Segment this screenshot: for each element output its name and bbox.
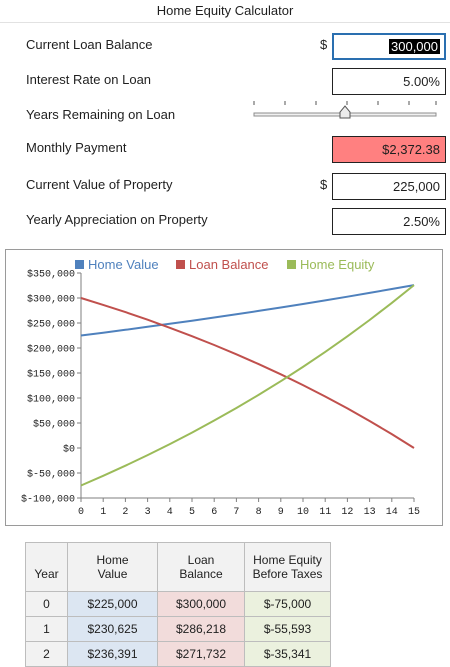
- table-header-cell: Loan: [157, 542, 245, 567]
- x-tick-label: 10: [297, 507, 309, 518]
- equity-chart: $-100,000 $-50,000 $0 $50,000 $100,000 $150,0…: [5, 249, 443, 526]
- monthly-payment-value: $2,372.38: [332, 136, 446, 163]
- y-tick-label: $-50,000: [27, 469, 75, 481]
- page-title: Home Equity Calculator: [156, 3, 294, 18]
- table-row: 1 $230,625 $286,218 $-55,593: [25, 616, 331, 642]
- x-tick-label: 13: [364, 507, 376, 518]
- slider-thumb[interactable]: [339, 105, 351, 119]
- appreciation-input[interactable]: 2.50%: [332, 208, 446, 235]
- y-tick-label: $0: [63, 444, 75, 456]
- loan-balance-cell: $286,218: [157, 616, 245, 642]
- series-line-home-value: [80, 284, 415, 337]
- x-tick-label: 4: [167, 507, 173, 518]
- y-tick-label: $100,000: [27, 394, 75, 406]
- loan-balance-cell: $271,732: [157, 641, 245, 667]
- legend-label-loan-balance: Loan Balance: [189, 257, 269, 272]
- table-header-cell: Home Equity: [244, 542, 331, 567]
- x-tick-label: 15: [408, 507, 420, 518]
- years-remaining-slider[interactable]: [252, 101, 438, 119]
- property-value-label: Current Value of Property: [26, 177, 173, 192]
- interest-rate-label: Interest Rate on Loan: [26, 72, 152, 87]
- x-tick-label: 5: [189, 507, 195, 518]
- property-value-input[interactable]: 225,000: [332, 173, 446, 200]
- y-tick-label: $50,000: [33, 419, 75, 431]
- table-header-cell: Balance: [157, 567, 245, 592]
- year-cell: 2: [25, 641, 68, 667]
- table-header-cell: Value: [67, 567, 158, 592]
- equity-cell: $-55,593: [244, 616, 331, 642]
- x-tick-label: 8: [256, 507, 262, 518]
- x-tick-label: 11: [319, 507, 331, 518]
- loan-balance-currency: $: [320, 37, 328, 52]
- y-tick-label: $250,000: [27, 319, 75, 331]
- x-tick-label: 14: [386, 507, 398, 518]
- y-tick-label: $-100,000: [21, 494, 75, 506]
- legend-swatch-home-value: [75, 260, 84, 269]
- home-value-cell: $236,391: [67, 641, 158, 667]
- x-tick-label: 3: [145, 507, 151, 518]
- x-tick-label: 6: [211, 507, 217, 518]
- appreciation-label: Yearly Appreciation on Property: [26, 212, 208, 227]
- series-line-loan-balance: [80, 297, 415, 449]
- year-cell: 0: [25, 591, 68, 617]
- loan-balance-cell: $300,000: [157, 591, 245, 617]
- table-header-top: Home Loan Home Equity: [25, 542, 331, 567]
- slider-ticks: [253, 101, 437, 105]
- x-tick-label: 0: [78, 507, 84, 518]
- y-tick-label: $350,000: [27, 269, 75, 281]
- legend-swatch-loan-balance: [176, 260, 185, 269]
- years-remaining-label: Years Remaining on Loan: [26, 107, 176, 122]
- legend-label-home-equity: Home Equity: [300, 257, 375, 272]
- table-header-cell: Year: [25, 567, 68, 592]
- interest-rate-input[interactable]: 5.00%: [332, 68, 446, 95]
- table-header-bottom: Year Value Balance Before Taxes: [25, 567, 331, 592]
- equity-cell: $-35,341: [244, 641, 331, 667]
- x-tick-label: 1: [100, 507, 106, 518]
- equity-chart-svg: $-100,000 $-50,000 $0 $50,000 $100,000 $150,0…: [21, 257, 420, 518]
- title-divider: [0, 22, 450, 23]
- x-tick-label: 7: [233, 507, 239, 518]
- y-tick-label: $200,000: [27, 344, 75, 356]
- x-tick-label: 9: [278, 507, 284, 518]
- loan-balance-value: 300,000: [389, 39, 440, 54]
- table-header-cell: Home: [67, 542, 158, 567]
- equity-cell: $-75,000: [244, 591, 331, 617]
- home-value-cell: $230,625: [67, 616, 158, 642]
- series-line-home-equity: [80, 284, 415, 487]
- legend-swatch-home-equity: [287, 260, 296, 269]
- x-tick-label: 12: [341, 507, 353, 518]
- loan-balance-label: Current Loan Balance: [26, 37, 153, 52]
- table-header-cell: [25, 542, 68, 567]
- table-header-cell: Before Taxes: [244, 567, 331, 592]
- x-tick-label: 2: [122, 507, 128, 518]
- home-value-cell: $225,000: [67, 591, 158, 617]
- legend-label-home-value: Home Value: [88, 257, 159, 272]
- year-cell: 1: [25, 616, 68, 642]
- property-value-currency: $: [320, 177, 328, 192]
- monthly-payment-label: Monthly Payment: [26, 140, 127, 155]
- y-tick-label: $150,000: [27, 369, 75, 381]
- equity-table: Home Loan Home Equity Year Value Balance…: [25, 542, 331, 667]
- loan-balance-input[interactable]: 300,000: [332, 33, 446, 60]
- table-row: 2 $236,391 $271,732 $-35,341: [25, 641, 331, 667]
- y-tick-label: $300,000: [27, 294, 75, 306]
- table-row: 0 $225,000 $300,000 $-75,000: [25, 591, 331, 617]
